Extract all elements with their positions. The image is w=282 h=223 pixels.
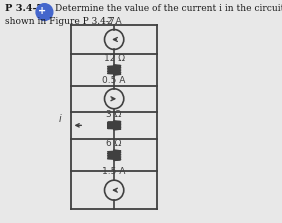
Text: 12 Ω: 12 Ω xyxy=(104,54,125,63)
Text: i: i xyxy=(58,114,61,124)
Text: 3 Ω: 3 Ω xyxy=(107,110,122,119)
Text: P 3.4-7: P 3.4-7 xyxy=(5,4,43,13)
Text: 1.5 A: 1.5 A xyxy=(102,167,126,176)
Text: 0.5 A: 0.5 A xyxy=(102,76,126,85)
Text: +: + xyxy=(38,6,47,16)
Text: 2 A: 2 A xyxy=(107,17,122,25)
Text: 6 Ω: 6 Ω xyxy=(107,139,122,148)
Text: shown in Figure P 3.4-7.: shown in Figure P 3.4-7. xyxy=(5,17,118,26)
Text: Determine the value of the current i in the circuit: Determine the value of the current i in … xyxy=(55,4,282,13)
